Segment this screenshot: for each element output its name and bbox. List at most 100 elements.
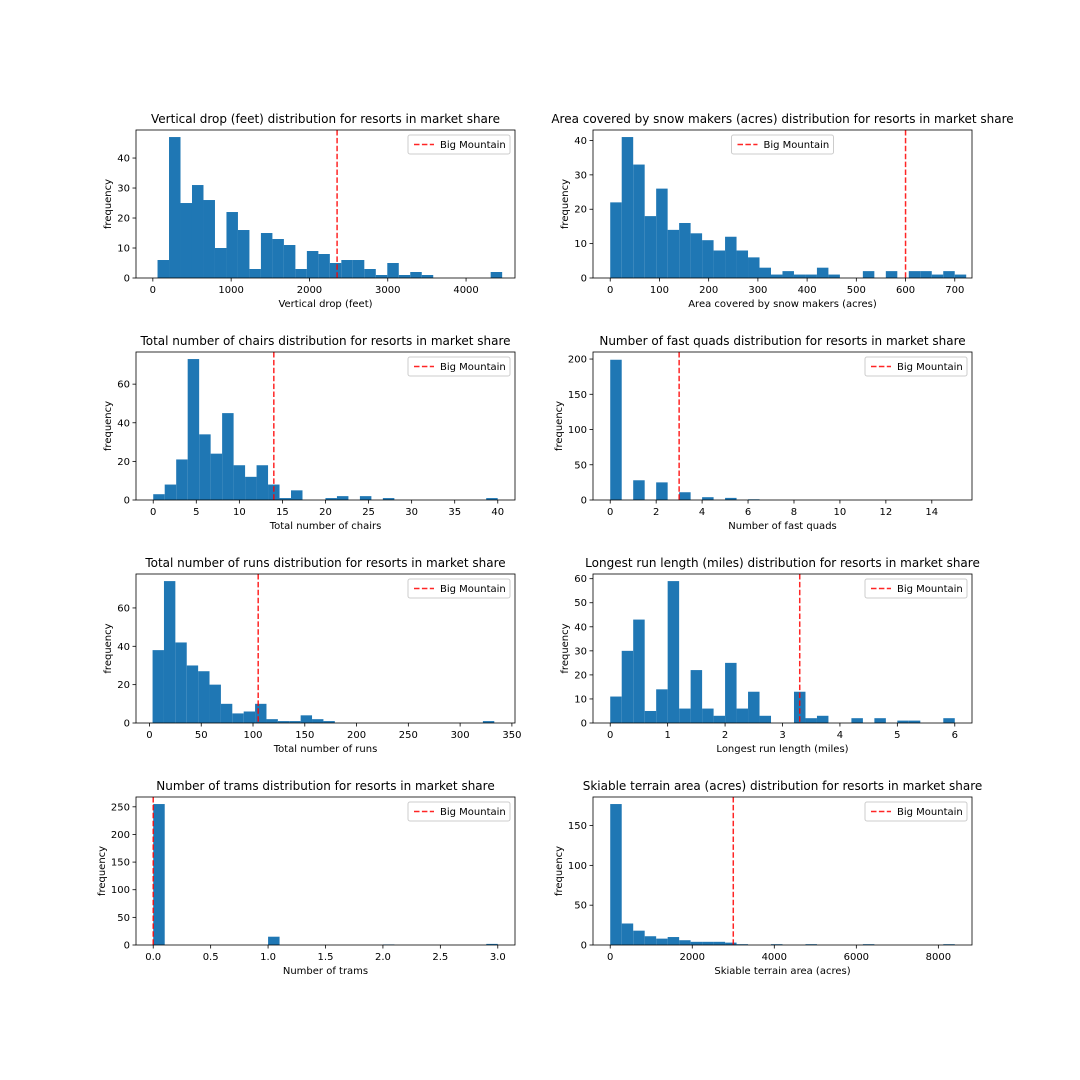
histogram-bar [163,581,176,723]
histogram-bar [908,720,921,723]
histogram-bar [283,245,296,278]
x-tick-label: 100 [650,285,669,296]
histogram-bar [243,711,256,723]
x-tick-label: 3000 [375,285,400,296]
chart-title: Total number of runs distribution for re… [144,556,505,570]
histogram-bar [410,272,422,278]
histogram-bar [256,465,269,500]
x-tick-label: 300 [748,285,767,296]
axes-frame [592,796,973,946]
chart-title: Number of fast quads distribution for re… [599,334,965,348]
x-tick-label: 10 [834,507,847,518]
histogram-panel-1: 0 1000 2000 3000 4000 0 10 20 30 40 Vertical drop … [103,112,516,310]
x-axis-label: Number of trams [283,966,368,977]
histogram-bar [260,233,273,278]
legend-label: Big Mountain [440,140,506,151]
histogram-bar [295,269,307,278]
x-tick-label: 150 [295,730,314,741]
y-tick-label: 0 [124,496,130,507]
y-tick-label: 30 [574,170,587,181]
histogram-bar [486,498,498,500]
x-tick-label: 14 [925,507,938,518]
histogram-bar [153,804,165,945]
x-tick-label: 1.0 [260,952,276,963]
x-tick-label: 25 [362,507,375,518]
histogram-bar [828,274,840,278]
x-axis-label: Area covered by snow makers (acres) [688,299,877,310]
histogram-bar [387,263,399,278]
chart-title: Number of trams distribution for resorts… [156,779,494,793]
histogram-bar [805,274,817,278]
legend-box [731,134,834,155]
x-tick-label: 3 [779,730,785,741]
x-tick-label: 200 [699,285,718,296]
histogram-bar [186,665,199,723]
x-tick-label: 6000 [844,952,869,963]
x-tick-label: 2.0 [375,952,391,963]
axes-frame [592,351,973,501]
x-tick-label: 30 [405,507,418,518]
histogram-bar [679,222,691,278]
histogram-bar [656,938,668,945]
histogram-bar [325,498,337,500]
histogram-bar [931,274,944,278]
histogram-bar [816,715,829,723]
histogram-bar [272,239,284,278]
x-tick-label: 0 [150,507,156,518]
histogram-bar [364,269,376,278]
y-tick-label: 100 [568,861,587,872]
x-tick-label: 250 [399,730,418,741]
histogram-bar [153,494,165,500]
y-tick-label: 200 [568,355,587,366]
histogram-bar [897,720,909,723]
axes-frame [135,573,516,724]
x-axis-label: Skiable terrain area (acres) [714,966,850,977]
x-tick-label: 0 [146,730,152,741]
x-tick-label: 1.5 [318,952,334,963]
histogram-bar [793,274,806,278]
y-tick-label: 150 [111,858,130,869]
histogram-bar [291,490,303,500]
x-tick-label: 3.0 [490,952,506,963]
histogram-bar [725,662,737,723]
histogram-bar [198,671,210,723]
y-tick-label: 20 [117,214,130,225]
histogram-bar [621,650,634,723]
histogram-bar [249,269,261,278]
histogram-bar [203,200,215,278]
x-tick-label: 2 [722,730,728,741]
legend: Big Mountain [407,134,511,155]
x-tick-label: 100 [243,730,262,741]
legend-label: Big Mountain [897,362,963,373]
x-tick-label: 0 [607,952,613,963]
histogram-bar [621,923,634,945]
y-axis-label: frequency [560,179,571,229]
histogram-bar [816,267,829,278]
histogram-bar [279,498,292,500]
x-tick-label: 6 [745,507,751,518]
x-tick-label: 600 [896,285,915,296]
histogram-panel-3: 0 5 10 15 20 25 30 35 40 0 20 40 60 Total number of c… [103,334,516,532]
histogram-bar [667,937,680,945]
legend-box [864,356,968,377]
histogram-bar [255,703,267,723]
y-tick-label: 100 [568,425,587,436]
y-axis-label: frequency [103,623,114,673]
x-tick-label: 4 [699,507,705,518]
x-axis-label: Total number of chairs [269,521,382,532]
chart-title: Vertical drop (feet) distribution for re… [151,112,500,126]
histogram-bar [382,498,395,500]
histogram-bar [176,459,188,500]
x-tick-label: 500 [847,285,866,296]
y-tick-label: 10 [574,239,587,250]
histogram-bar [323,721,335,723]
histogram-bar [690,670,703,723]
histogram-bar [748,691,760,723]
histogram-bar [164,484,177,500]
y-tick-label: 20 [574,670,587,681]
x-tick-label: 6 [952,730,958,741]
legend: Big Mountain [731,134,834,155]
y-axis-label: frequency [554,401,565,451]
legend-box [864,801,968,822]
x-tick-label: 20 [319,507,332,518]
